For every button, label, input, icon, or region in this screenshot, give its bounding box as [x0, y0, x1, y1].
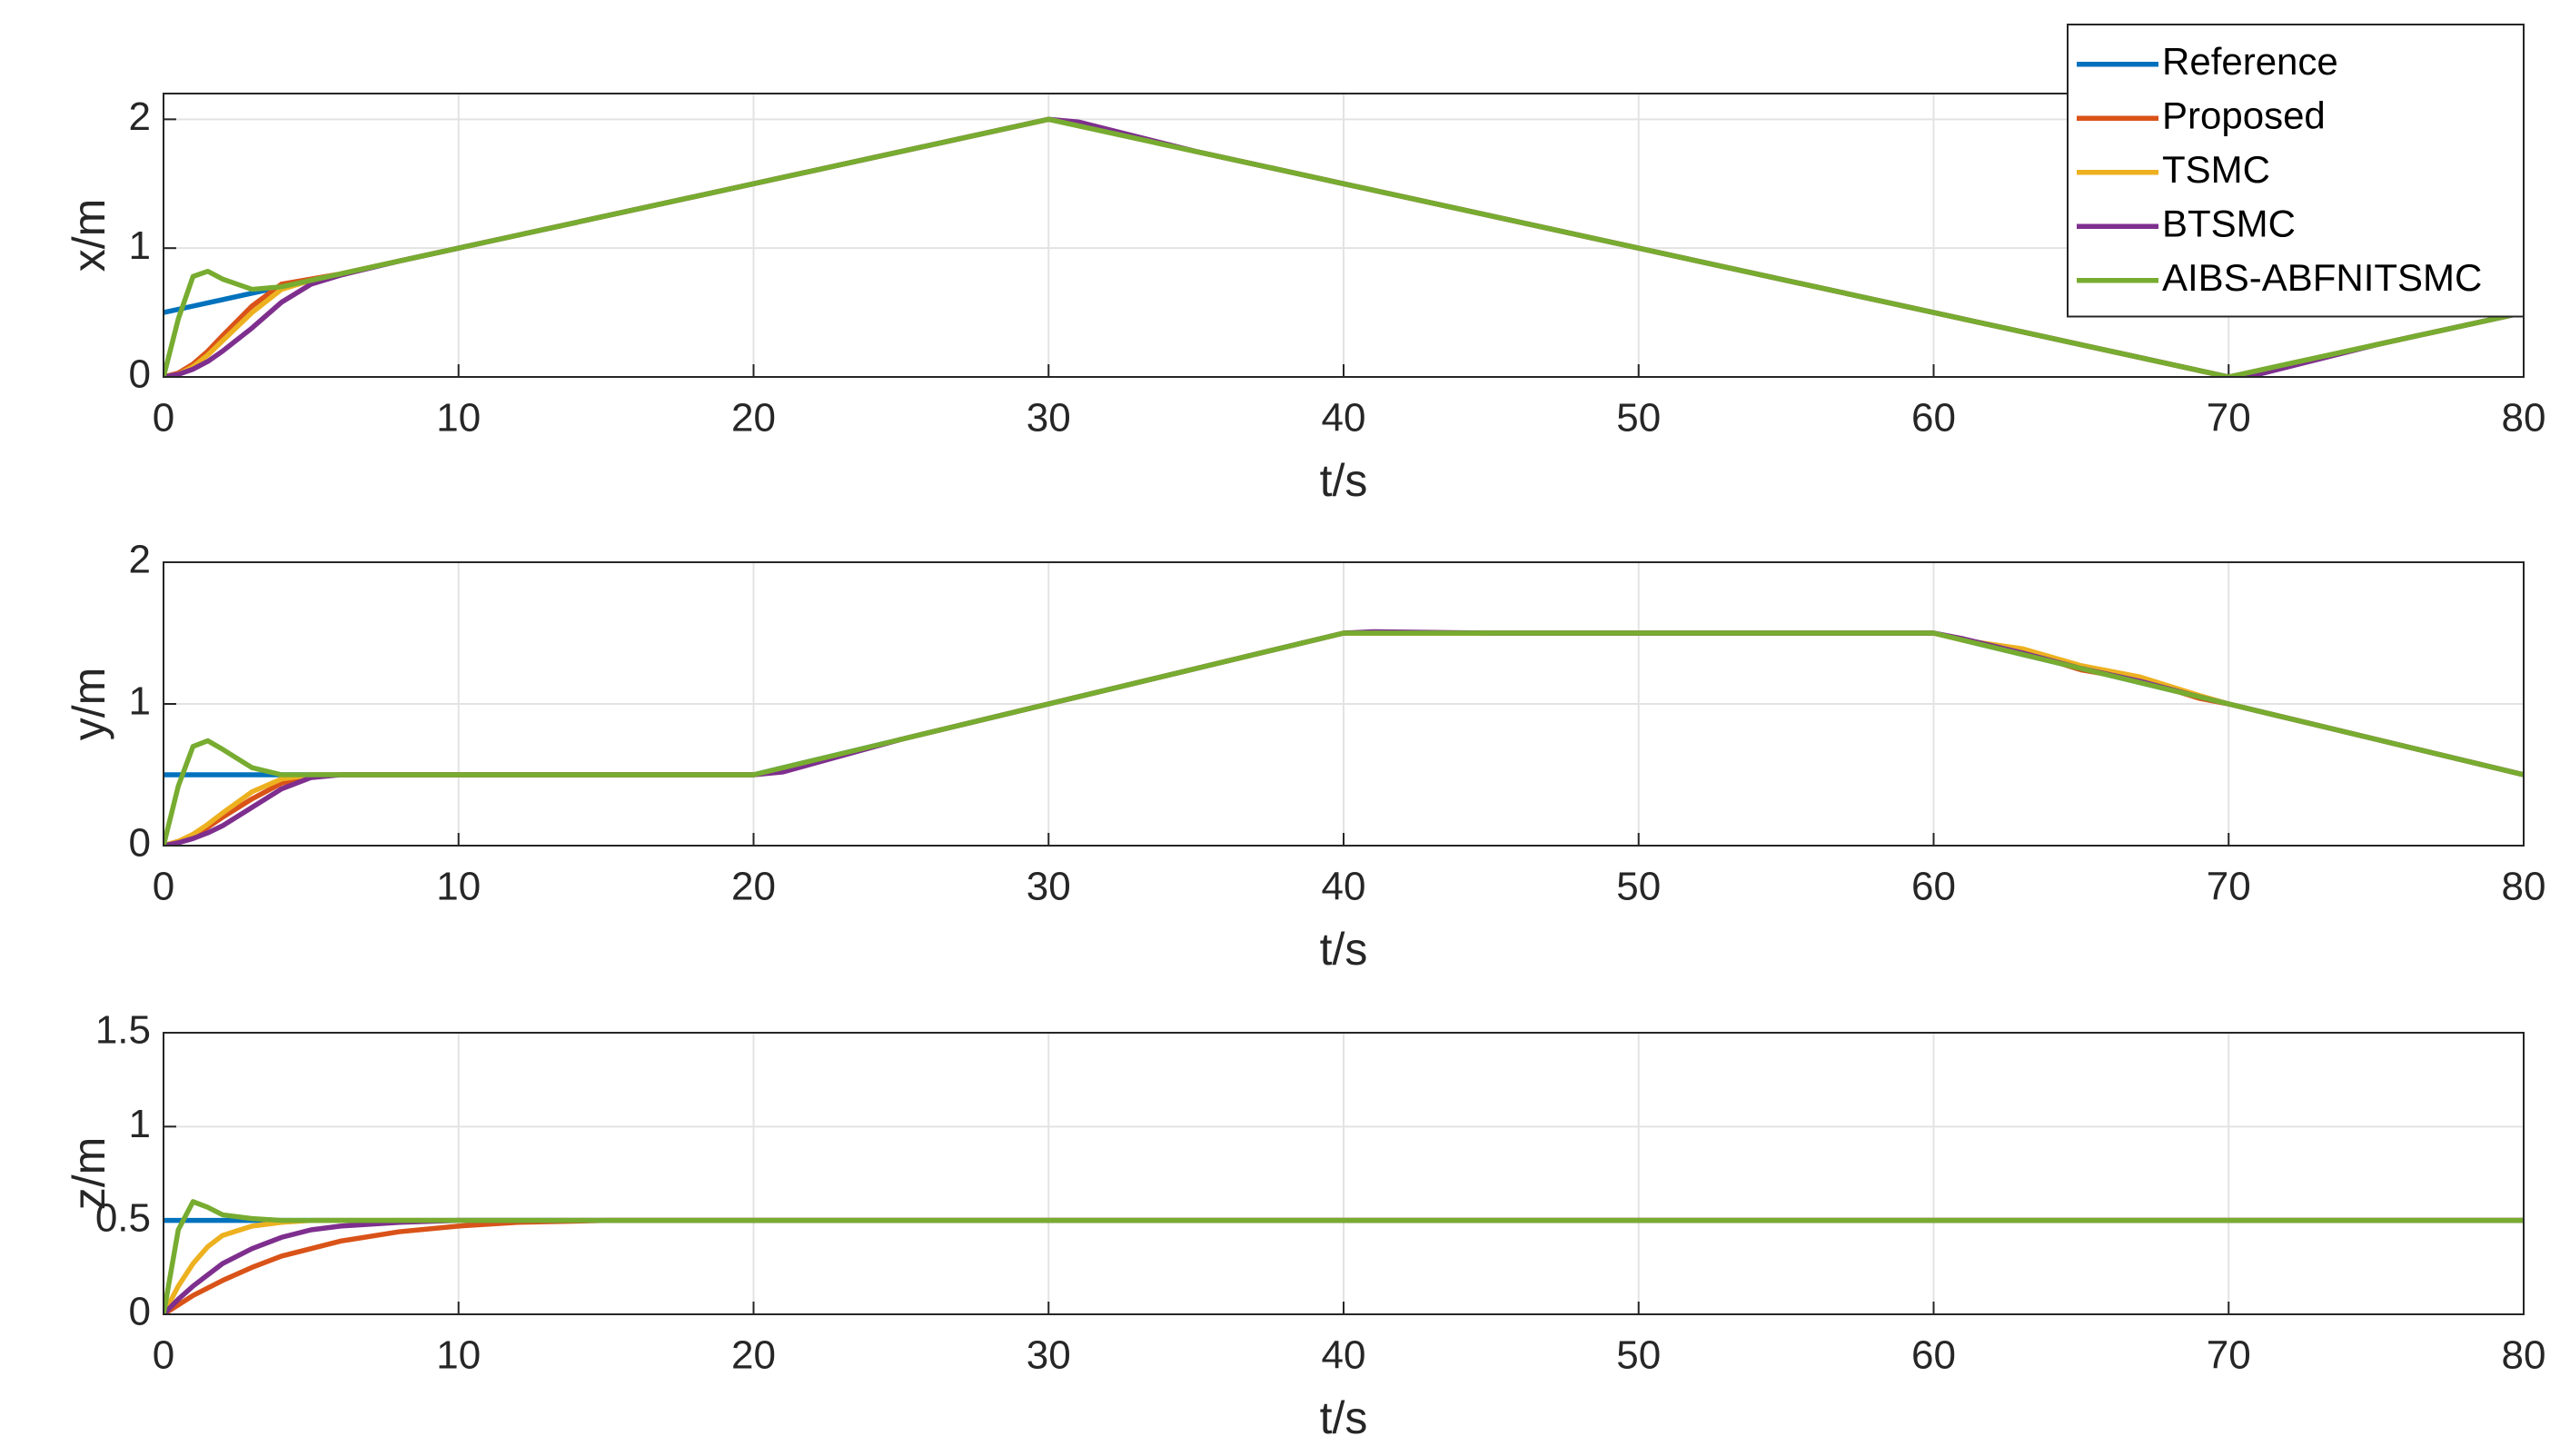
x-tick-label: 20	[731, 1333, 776, 1378]
legend-label: Proposed	[2162, 94, 2326, 136]
x-tick-label: 60	[1911, 396, 1956, 441]
x-tick-label: 0	[153, 1333, 174, 1378]
y-tick-label: 0	[129, 352, 151, 397]
x-tick-label: 60	[1911, 865, 1956, 909]
x-tick-label: 50	[1616, 865, 1661, 909]
y-axis-label: y/m	[64, 668, 114, 741]
x-tick-label: 70	[2207, 1333, 2251, 1378]
x-tick-label: 80	[2502, 865, 2546, 909]
x-tick-label: 30	[1027, 396, 1071, 441]
legend-label: BTSMC	[2162, 202, 2296, 244]
x-tick-label: 0	[153, 865, 174, 909]
x-tick-label: 20	[731, 396, 776, 441]
y-tick-label: 1	[129, 679, 151, 724]
x-tick-label: 0	[153, 396, 174, 441]
x-tick-label: 80	[2502, 396, 2546, 441]
y-tick-label: 1	[129, 1102, 151, 1146]
y-tick-label: 1	[129, 223, 151, 268]
y-tick-label: 2	[129, 538, 151, 582]
y-tick-label: 0	[129, 1290, 151, 1334]
x-tick-label: 60	[1911, 1333, 1956, 1378]
series-line	[164, 630, 2524, 846]
axes-box	[163, 561, 2525, 847]
x-tick-label: 20	[731, 865, 776, 909]
series-line	[164, 116, 2524, 377]
x-tick-label: 70	[2207, 396, 2251, 441]
x-tick-label: 50	[1616, 396, 1661, 441]
legend-label: Reference	[2162, 40, 2338, 83]
x-tick-label: 10	[436, 396, 481, 441]
y-axis-label: x/m	[64, 199, 114, 272]
x-tick-label: 40	[1322, 865, 1366, 909]
x-tick-label: 70	[2207, 865, 2251, 909]
x-tick-label: 10	[436, 865, 481, 909]
x-tick-label: 40	[1322, 1333, 1366, 1378]
x-tick-label: 50	[1616, 1333, 1661, 1378]
x-tick-label: 30	[1027, 865, 1071, 909]
y-tick-label: 1.5	[95, 1008, 151, 1053]
y-tick-label: 0	[129, 821, 151, 866]
y-tick-label: 0.5	[95, 1195, 151, 1240]
x-tick-label: 40	[1322, 396, 1366, 441]
axes-box	[163, 1032, 2525, 1315]
x-axis-label: t/s	[1320, 1392, 1368, 1443]
legend-label: TSMC	[2162, 148, 2270, 191]
x-axis-label: t/s	[1320, 455, 1368, 506]
y-tick-label: 2	[129, 94, 151, 139]
x-tick-label: 80	[2502, 1333, 2546, 1378]
x-axis-label: t/s	[1320, 924, 1368, 975]
x-tick-label: 10	[436, 1333, 481, 1378]
legend-label: AIBS-ABFNITSMC	[2162, 256, 2482, 299]
series-line	[164, 1199, 2524, 1314]
x-tick-label: 30	[1027, 1333, 1071, 1378]
y-axis-label: z/m	[64, 1137, 114, 1211]
